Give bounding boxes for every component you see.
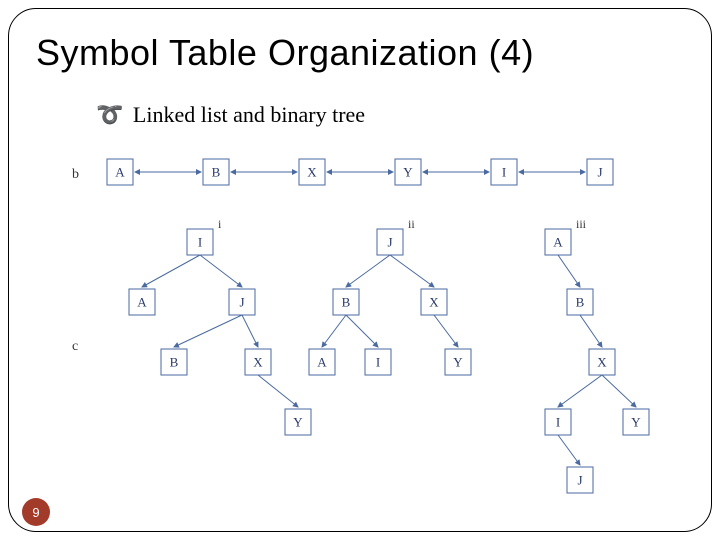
tree2-edge-A-B: [558, 255, 580, 287]
svg-text:I: I: [376, 355, 380, 370]
page-number: 9: [32, 505, 39, 520]
tree2-node-Y: Y: [623, 409, 649, 435]
tree1-edge-X-Y: [434, 315, 458, 347]
list-node-A: A: [107, 159, 133, 185]
svg-text:Y: Y: [453, 355, 463, 370]
tree2-edge-I-J: [558, 435, 580, 465]
tree0-node-A: A: [129, 289, 155, 315]
bullet-text: Linked list and binary tree: [133, 102, 365, 127]
tree0-node-J: J: [229, 289, 255, 315]
tree1-edge-B-I: [346, 315, 378, 347]
tree2-node-A: A: [545, 229, 571, 255]
list-node-B: B: [203, 159, 229, 185]
list-node-X: X: [299, 159, 325, 185]
page-number-badge: 9: [22, 498, 50, 526]
svg-text:B: B: [212, 165, 221, 180]
svg-text:I: I: [198, 235, 202, 250]
tree0-edge-X-Y: [258, 375, 298, 407]
tree0-node-Y: Y: [285, 409, 311, 435]
diagram-svg: b c A B X Y I Ji I A J B X Yii J B X A I Yiii A B X I Y J: [60, 150, 680, 510]
tree2-edge-B-X: [580, 315, 602, 347]
tree2-edge-X-I: [558, 375, 602, 407]
diagram-area: b c A B X Y I Ji I A J B X Yii J B X A I Yiii A B X I Y J: [60, 150, 680, 510]
svg-text:A: A: [317, 355, 327, 370]
svg-text:I: I: [502, 165, 506, 180]
tree-label-iii: iii: [576, 217, 587, 231]
tree0-node-I: I: [187, 229, 213, 255]
label-b: b: [72, 167, 79, 182]
tree1-node-J: J: [377, 229, 403, 255]
svg-text:J: J: [577, 473, 582, 488]
tree1-node-I: I: [365, 349, 391, 375]
tree0-edge-J-B: [174, 315, 242, 347]
tree0-edge-I-A: [142, 255, 200, 287]
svg-text:X: X: [307, 165, 317, 180]
svg-text:I: I: [556, 415, 560, 430]
tree1-node-Y: Y: [445, 349, 471, 375]
label-c: c: [72, 339, 78, 354]
tree0-node-B: B: [161, 349, 187, 375]
page-title: Symbol Table Organization (4): [36, 32, 534, 74]
tree-label-i: i: [218, 217, 222, 231]
svg-text:Y: Y: [403, 165, 413, 180]
tree0-node-X: X: [245, 349, 271, 375]
tree2-node-B: B: [567, 289, 593, 315]
tree0-edge-J-X: [242, 315, 258, 347]
svg-text:X: X: [253, 355, 263, 370]
list-node-Y: Y: [395, 159, 421, 185]
svg-text:J: J: [387, 235, 392, 250]
tree1-node-X: X: [421, 289, 447, 315]
bullet-row: ➰ Linked list and binary tree: [96, 102, 365, 128]
svg-text:Y: Y: [293, 415, 303, 430]
svg-text:J: J: [239, 295, 244, 310]
svg-text:A: A: [553, 235, 563, 250]
svg-text:A: A: [137, 295, 147, 310]
svg-text:B: B: [170, 355, 179, 370]
tree-label-ii: ii: [408, 217, 415, 231]
tree1-edge-B-A: [322, 315, 346, 347]
svg-text:X: X: [597, 355, 607, 370]
svg-text:Y: Y: [631, 415, 641, 430]
list-node-I: I: [491, 159, 517, 185]
tree1-edge-J-B: [346, 255, 390, 287]
tree1-node-A: A: [309, 349, 335, 375]
tree2-node-J: J: [567, 467, 593, 493]
list-node-J: J: [587, 159, 613, 185]
tree1-edge-J-X: [390, 255, 434, 287]
tree1-node-B: B: [333, 289, 359, 315]
svg-text:B: B: [576, 295, 585, 310]
tree2-node-I: I: [545, 409, 571, 435]
bullet-icon: ➰: [96, 102, 123, 127]
tree2-node-X: X: [589, 349, 615, 375]
svg-text:A: A: [115, 165, 125, 180]
svg-text:X: X: [429, 295, 439, 310]
tree2-edge-X-Y: [602, 375, 636, 407]
svg-text:B: B: [342, 295, 351, 310]
svg-text:J: J: [597, 165, 602, 180]
tree0-edge-I-J: [200, 255, 242, 287]
